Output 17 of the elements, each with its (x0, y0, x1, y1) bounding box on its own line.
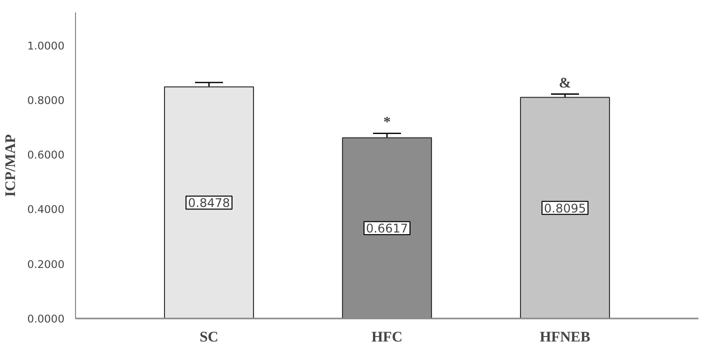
y-tick-label: 0.6000 (27, 148, 65, 162)
data-label: 0.8478 (188, 196, 230, 210)
y-tick-label: 0.0000 (27, 312, 65, 326)
y-axis-title: ICP/MAP (3, 134, 20, 197)
bar (520, 96, 610, 318)
x-tick-label: HFNEB (540, 330, 590, 346)
annotation: * (383, 114, 391, 131)
x-tick-label: HFC (372, 330, 402, 346)
y-tick-label: 0.2000 (27, 258, 65, 271)
annotation: & (558, 75, 572, 92)
x-tick-label: SC (200, 330, 218, 346)
y-tick-label: 1.0000 (27, 39, 65, 52)
data-label: 0.6617 (366, 222, 408, 236)
data-label: 0.8095 (544, 201, 586, 216)
y-tick-label: 0.8000 (27, 94, 65, 107)
y-tick-label: 0.4000 (27, 203, 65, 216)
bar (164, 86, 254, 318)
